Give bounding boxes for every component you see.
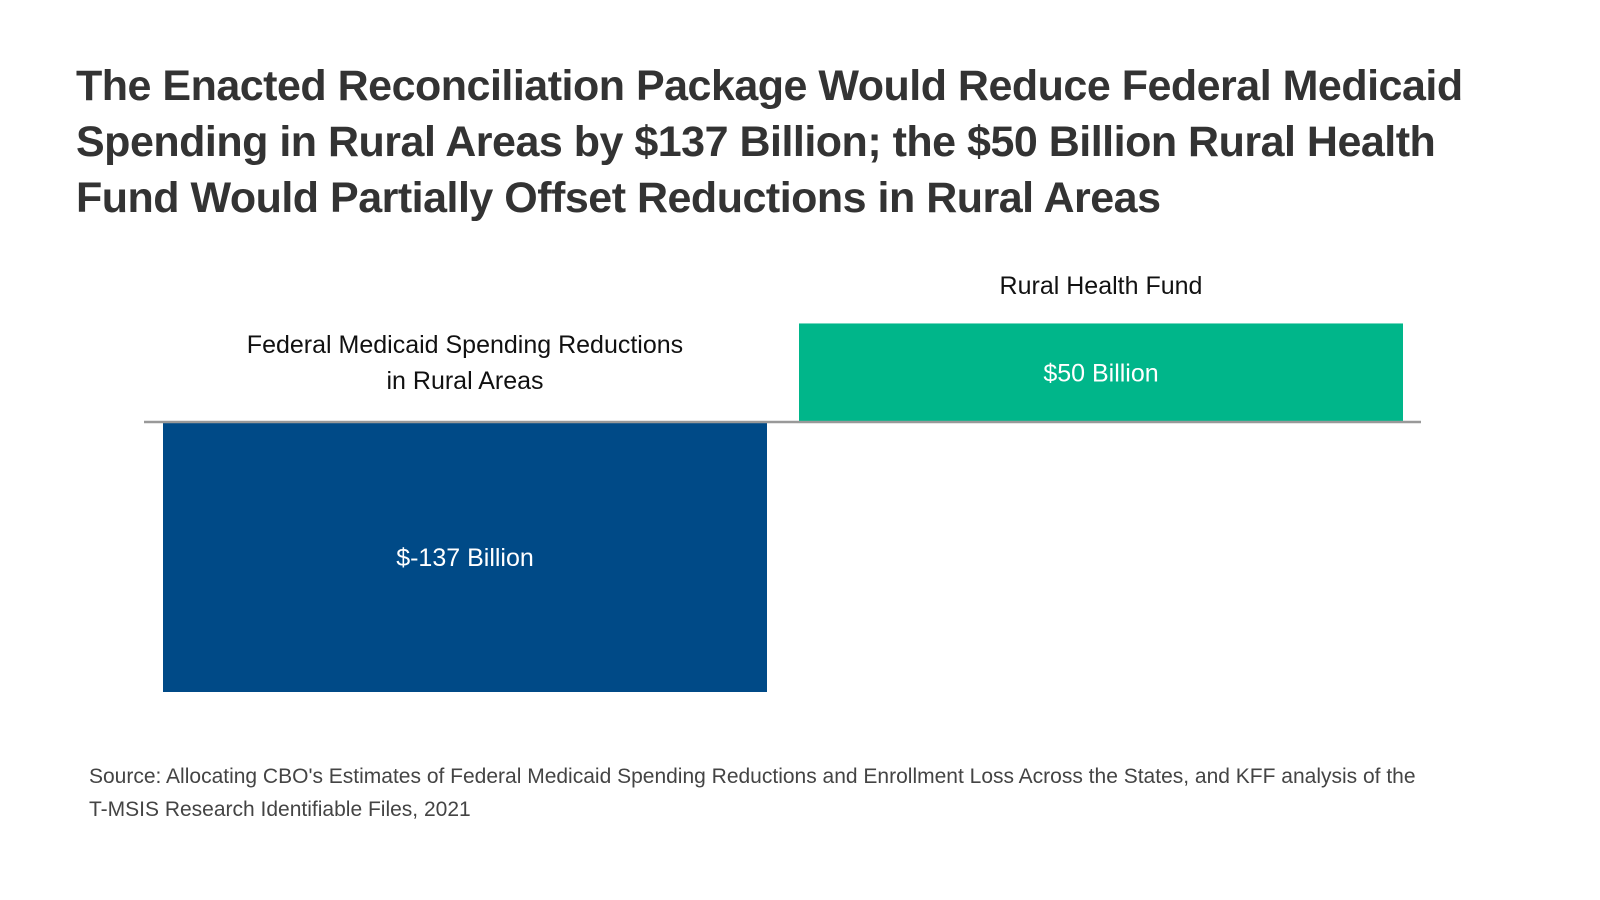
bar-1 <box>799 323 1403 422</box>
bar-0 <box>163 422 767 692</box>
chart-title: The Enacted Reconciliation Package Would… <box>76 62 1463 222</box>
data-label-1: $50 Billion <box>1043 360 1158 388</box>
category-label-0-0: Federal Medicaid Spending Reductions <box>247 331 683 359</box>
source-note: Source: Allocating CBO's Estimates of Fe… <box>89 765 1416 821</box>
category-label-1-0: Rural Health Fund <box>1000 272 1203 300</box>
category-label-0-1: in Rural Areas <box>386 367 543 395</box>
data-label-0: $-137 Billion <box>396 544 534 572</box>
